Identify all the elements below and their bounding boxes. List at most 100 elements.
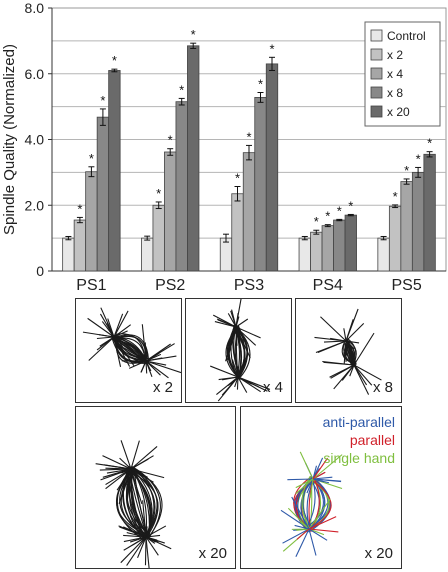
microtubule (96, 336, 115, 340)
microtubule (99, 313, 115, 338)
legend-entry: x 2 (387, 48, 403, 62)
microtubule (141, 324, 147, 362)
microtubule (308, 498, 331, 530)
significance-star: * (246, 129, 251, 144)
microtubule (218, 376, 239, 381)
microtubule (82, 331, 115, 338)
significance-star: * (416, 151, 421, 166)
bar (333, 219, 346, 272)
microtubule (145, 536, 159, 556)
microtubule (323, 361, 355, 366)
motor-type-legend: anti-parallel parallel single hand (323, 413, 395, 467)
panel-label: x 4 (262, 379, 283, 396)
microtubule (302, 479, 312, 527)
panel-label: x 20 (364, 545, 393, 562)
microtubule (102, 455, 132, 470)
x-tick-label: PS2 (155, 277, 185, 292)
microtubule (308, 477, 331, 533)
significance-star: * (269, 41, 274, 56)
microtubule (113, 336, 131, 367)
microtubule (345, 322, 365, 342)
microtubule (306, 478, 314, 494)
microtubule (295, 478, 314, 489)
significance-star: * (314, 214, 319, 229)
microtubule (237, 376, 268, 392)
microtubule (312, 457, 329, 480)
microtubule (341, 341, 352, 363)
bar (265, 63, 279, 272)
x-tick-label: PS5 (391, 277, 421, 292)
bar (62, 237, 75, 272)
microtubule (216, 376, 239, 396)
significance-star: * (89, 151, 94, 166)
significance-star: * (179, 82, 184, 97)
microtubule (330, 337, 347, 342)
x-tick-label: PS4 (313, 277, 343, 292)
spindle-network-icon (95, 440, 172, 568)
microtubule (299, 521, 310, 530)
significance-star: * (258, 76, 263, 91)
spindle-fibers (280, 451, 343, 558)
microtubule (236, 376, 239, 390)
bar (141, 237, 154, 272)
significance-star: * (393, 189, 398, 204)
bar-chart: 0 2.0 4.0 6.0 8.0 Spindle Quality (Normalized… (1, 0, 447, 292)
microtubule (115, 335, 144, 359)
microtubule (120, 536, 147, 564)
microtubule (119, 526, 147, 538)
microtubule (145, 343, 175, 362)
bar (388, 205, 402, 272)
microtubule (145, 360, 153, 377)
y-tick-label: 0 (36, 263, 44, 279)
microtubule (88, 336, 115, 361)
legend-entry: x 20 (387, 105, 410, 119)
microtubule (312, 465, 318, 480)
microtubule (312, 476, 333, 480)
microtubule (226, 326, 237, 360)
significance-star: * (168, 133, 173, 148)
significance-star: * (77, 201, 82, 216)
spindle-fibers (82, 307, 181, 379)
microtubule (113, 336, 122, 368)
microtubule (130, 446, 158, 470)
microtubule (126, 536, 147, 566)
significance-star: * (191, 27, 196, 42)
legend-entry: Control (387, 29, 426, 43)
microtubule (315, 340, 347, 354)
microtubule (345, 340, 355, 350)
microtubule (130, 468, 143, 505)
microtubule (128, 360, 147, 369)
legend-single-hand: single hand (323, 450, 395, 466)
legend-parallel: parallel (349, 432, 395, 448)
y-tick-label: 8.0 (25, 0, 45, 16)
y-axis-label: Spindle Quality (Normalized) (1, 44, 18, 235)
microtubule (234, 376, 239, 388)
bar (187, 45, 200, 272)
microtubule (87, 317, 115, 338)
spindle-fibers (95, 440, 172, 568)
microtubule (312, 478, 342, 483)
microtubule (145, 525, 167, 538)
microtubule (287, 478, 314, 481)
microtubule (145, 536, 172, 550)
microtubule (210, 365, 239, 378)
microtubule (145, 355, 177, 362)
microtubule (144, 536, 147, 566)
microtubule (212, 314, 237, 328)
microtubule (137, 536, 147, 558)
microtubule (123, 347, 147, 362)
microtubule (353, 364, 373, 386)
microtubule (227, 313, 237, 328)
microtubule (113, 336, 124, 346)
microtubule (299, 451, 314, 480)
spindle-panel-x8: x 8 (295, 298, 402, 403)
bar (344, 214, 357, 272)
spindle-network-icon (210, 299, 271, 402)
legend-entry: x 4 (387, 67, 403, 81)
microtubule (145, 360, 161, 376)
microtubule (102, 468, 132, 478)
microtubule (113, 313, 124, 338)
microtubule (131, 469, 159, 535)
microtubule (308, 528, 339, 533)
microtubule (119, 457, 132, 470)
